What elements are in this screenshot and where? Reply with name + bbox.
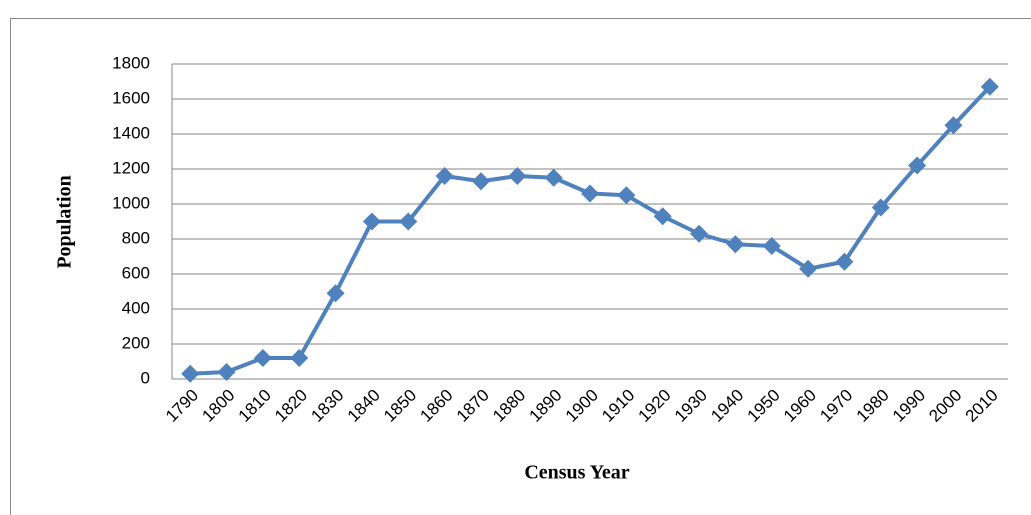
marker [980, 77, 999, 96]
marker [362, 212, 381, 231]
marker [581, 184, 599, 203]
y-tick-label: 1800 [112, 53, 150, 72]
marker [726, 235, 745, 254]
y-tick-label: 400 [122, 298, 150, 317]
y-tick-label: 800 [122, 228, 150, 247]
marker [544, 168, 563, 187]
y-tick-label: 200 [122, 333, 150, 352]
marker [508, 167, 527, 185]
y-tick-label: 1000 [112, 193, 150, 212]
marker [253, 349, 272, 367]
marker [908, 156, 927, 175]
marker [653, 207, 672, 226]
chart-frame [10, 18, 1031, 515]
marker [326, 284, 345, 303]
marker [944, 116, 963, 135]
marker [399, 212, 418, 231]
marker [871, 198, 890, 217]
y-tick-label: 1600 [112, 88, 150, 107]
marker [835, 252, 854, 271]
y-tick-label: 600 [122, 263, 150, 282]
y-axis-title: Population [54, 175, 76, 268]
marker [181, 364, 200, 383]
marker [762, 237, 781, 255]
marker [690, 224, 709, 243]
marker [290, 349, 309, 367]
marker [617, 186, 636, 205]
y-tick-label: 1400 [112, 123, 150, 142]
x-axis-title: Census Year [524, 462, 629, 484]
y-tick-label: 0 [141, 368, 150, 387]
marker [217, 363, 236, 381]
marker [799, 259, 818, 278]
marker [435, 167, 454, 185]
marker [471, 172, 490, 191]
y-tick-label: 1200 [112, 158, 150, 177]
